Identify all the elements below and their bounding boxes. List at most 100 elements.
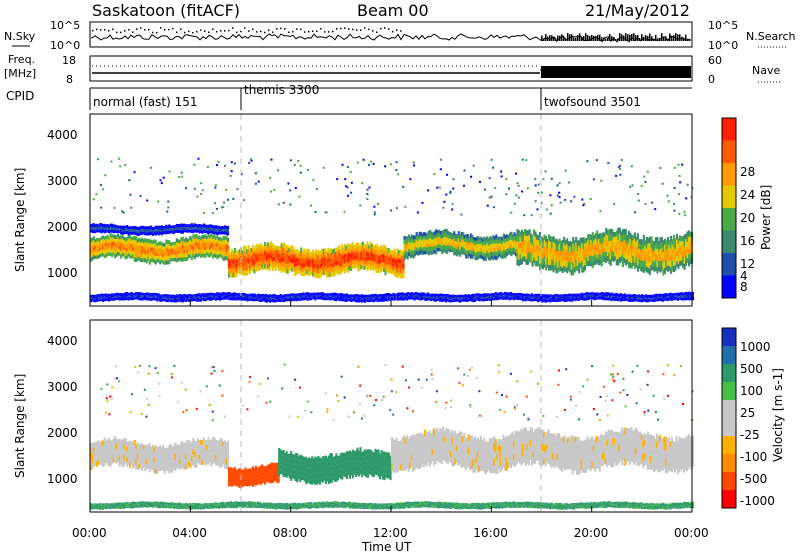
power-cell (460, 294, 463, 296)
power-cell (261, 256, 264, 261)
power-cell (320, 293, 323, 295)
power-cell (141, 241, 144, 246)
power-cell (585, 242, 588, 248)
power-cell (389, 265, 392, 270)
power-cell (557, 261, 560, 268)
power-cell (337, 260, 340, 266)
power-cell (653, 266, 656, 272)
power-cell (100, 228, 103, 230)
power-cell (660, 248, 663, 254)
power-cell (457, 299, 460, 301)
power-cell (502, 297, 505, 299)
power-cell (324, 298, 327, 300)
power-cell (656, 261, 659, 268)
power-cell (133, 257, 136, 262)
power-cell (516, 247, 519, 254)
power-cell (491, 293, 494, 295)
power-cell (132, 295, 135, 297)
power-cell (201, 294, 204, 296)
power-cell (130, 240, 133, 245)
power-cell (108, 249, 111, 253)
power-cell (423, 250, 426, 255)
power-cell (551, 247, 554, 254)
power-cell (126, 237, 129, 241)
power-cell (183, 294, 186, 296)
power-cell (199, 240, 202, 244)
power-cell (370, 265, 373, 270)
power-cell (292, 263, 295, 268)
power-cell (177, 243, 180, 247)
power-cell (413, 292, 416, 294)
power-cell (100, 299, 103, 302)
power-cell (279, 295, 282, 297)
power-cell (270, 297, 273, 299)
power-cell (552, 299, 555, 301)
power-cell (348, 247, 351, 253)
power-cell (394, 299, 397, 301)
power-cell (103, 296, 106, 298)
power-cell (279, 298, 282, 300)
power-cell (364, 248, 367, 253)
power-cell (374, 296, 377, 298)
power-cell (232, 273, 235, 278)
power-cell (362, 297, 365, 299)
power-cell (340, 253, 343, 259)
power-cell (97, 224, 100, 226)
power-cell (380, 300, 383, 302)
power-cell (375, 258, 378, 264)
power-cell (121, 225, 124, 228)
power-cell (189, 224, 192, 226)
power-cell (280, 248, 283, 254)
power-cell (346, 253, 349, 259)
power-cell (142, 293, 145, 295)
power-cell (422, 293, 425, 295)
power-cell (162, 226, 165, 228)
power-cell (165, 300, 168, 302)
power-cell (239, 298, 242, 300)
power-cell (593, 255, 596, 261)
power-cell (469, 233, 472, 238)
power-cell (549, 297, 552, 299)
power-cell (141, 237, 144, 242)
power-cell (344, 296, 347, 298)
power-cell (401, 299, 404, 301)
power-cell (641, 244, 644, 251)
power-cell (271, 247, 274, 253)
power-cell (181, 298, 184, 300)
power-cell (451, 296, 454, 298)
power-cell (544, 295, 547, 297)
power-cell (223, 296, 226, 298)
power-cell (376, 299, 379, 301)
power-cell (460, 297, 463, 299)
power-cell (442, 300, 445, 302)
power-cell (160, 227, 163, 229)
power-cell (126, 231, 129, 233)
power-cell (588, 250, 591, 256)
power-cell (417, 238, 420, 242)
power-cell (539, 244, 542, 252)
power-cell (388, 295, 391, 297)
power-cell (644, 245, 647, 251)
power-cell (672, 241, 675, 248)
power-cell (523, 297, 526, 299)
power-cell (403, 299, 406, 301)
power-cell (251, 297, 254, 299)
power-cell (307, 249, 310, 254)
power-cell (587, 260, 590, 267)
power-cell (99, 247, 102, 251)
power-cell (120, 295, 123, 297)
power-cell (225, 229, 228, 231)
power-cell (234, 295, 237, 297)
power-cell (337, 245, 340, 251)
power-cell (162, 295, 165, 297)
power-cell (251, 294, 254, 296)
power-cell (136, 234, 139, 236)
power-cell (139, 258, 142, 263)
power-cell (99, 231, 102, 233)
power-cell (493, 247, 496, 252)
power-cell (561, 267, 564, 274)
power-cell (394, 298, 397, 300)
power-cell (108, 296, 111, 298)
power-cell (141, 297, 144, 300)
power-cell (462, 235, 465, 240)
